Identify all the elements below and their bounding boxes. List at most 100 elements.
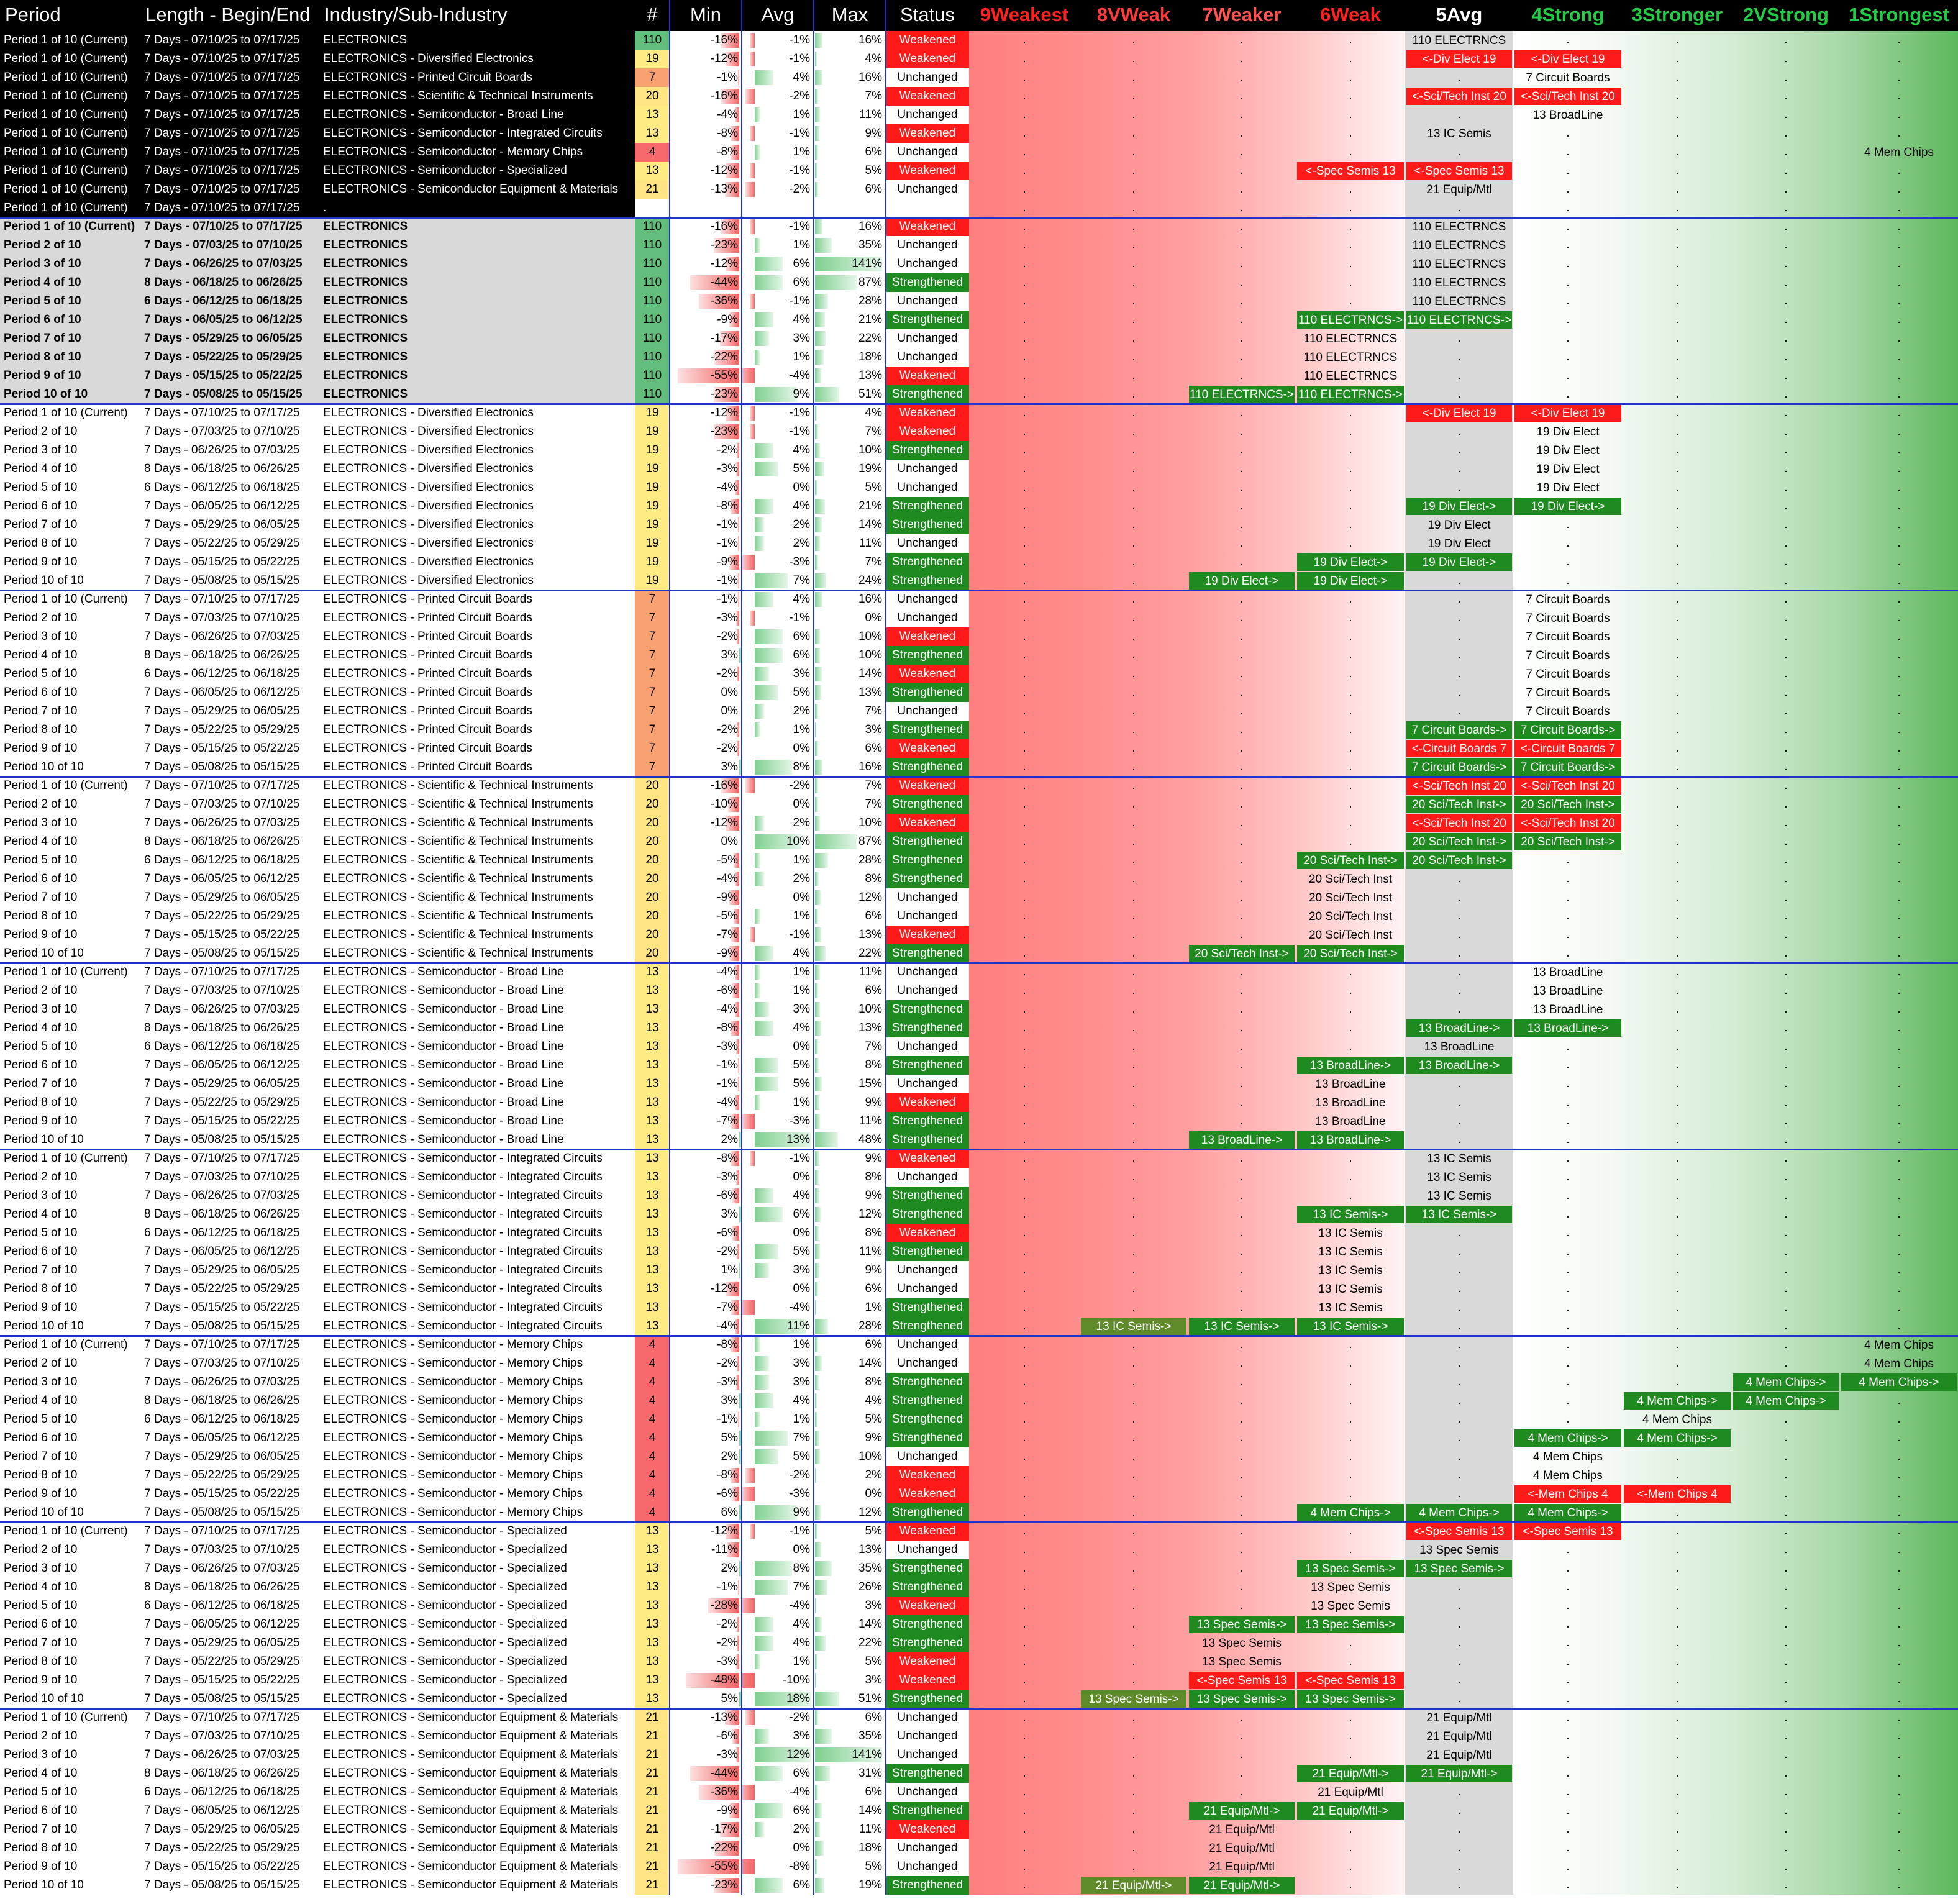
zone-cell: . [1188,1037,1296,1056]
min-data-bar [678,368,739,383]
cell-period: Period 1 of 10 (Current) [0,124,140,143]
avg-value: 0% [793,1841,810,1854]
column-header[interactable]: 1Strongest [1840,0,1958,31]
zone-cell: . [1623,832,1732,851]
cell-industry: ELECTRONICS - Semiconductor - Integrated… [319,1187,635,1205]
max-value: 11% [859,1245,882,1258]
zone-cell: . [1840,1746,1958,1764]
max-data-bar [815,1207,821,1222]
min-data-bar [728,797,739,812]
max-data-bar [815,182,818,197]
column-header[interactable]: Length - Begin/End [140,0,319,31]
cell-avg: 2% [742,534,814,553]
cell-industry: ELECTRONICS - Semiconductor Equipment & … [319,1727,635,1746]
min-data-bar [730,126,739,141]
cell-period: Period 2 of 10 [0,236,140,255]
zone-cell: . [969,1522,1080,1541]
cell-avg: 1% [742,1410,814,1429]
column-header[interactable]: # [635,0,670,31]
max-data-bar [815,853,829,868]
zone-cell: . [1732,516,1840,534]
rotation-label: 110 ELECTRNCS [1406,32,1512,49]
cell-avg: 1% [742,1093,814,1112]
avg-data-bar [755,704,765,719]
zone-cell: . [1732,646,1840,665]
cell-count: 19 [635,441,670,460]
cell-count: 13 [635,124,670,143]
cell-length: 6 Days - 06/12/25 to 06/18/25 [140,851,319,870]
status-badge: Unchanged [886,1261,969,1280]
cell-industry: ELECTRONICS [319,385,635,404]
zone-cell: . [1080,832,1188,851]
column-header[interactable]: Avg [742,0,814,31]
max-data-bar [815,1598,817,1613]
cell-length: 7 Days - 05/08/25 to 05/15/25 [140,944,319,963]
cell-avg: -1% [742,404,814,422]
cell-avg: 3% [742,329,814,348]
avg-value: 6% [793,276,810,289]
zone-cell: . [1623,1168,1732,1187]
avg-data-bar [755,1095,760,1110]
min-value: -1% [717,1077,738,1090]
column-header[interactable]: 4Strong [1513,0,1623,31]
column-header[interactable]: 2VStrong [1732,0,1840,31]
zone-cell: . [1188,292,1296,311]
cell-length: 6 Days - 06/12/25 to 06/18/25 [140,1224,319,1242]
column-header[interactable]: 3Stronger [1623,0,1732,31]
zone-cell: . [1405,31,1513,50]
status-badge: Weakened [886,739,969,758]
min-value: -9% [717,555,738,568]
zone-cell: . [1080,907,1188,926]
cell-avg: 11% [742,1317,814,1336]
cell-count: 19 [635,50,670,68]
zone-cell: . [1732,1485,1840,1503]
min-data-bar [726,52,739,66]
zone-cell: . [1513,1354,1623,1373]
rotation-label: 20 Sci/Tech Inst [1297,908,1404,925]
cell-avg: -1% [742,124,814,143]
zone-cell: . [1513,31,1623,50]
rotation-label: <-Div Elect 19 [1406,50,1512,68]
column-header[interactable]: 9Weakest [969,0,1080,31]
cell-max: 22% [814,1634,886,1652]
min-data-bar [735,611,739,626]
min-data-bar [735,1375,739,1390]
max-data-bar [815,872,819,886]
status-badge: Strengthened [886,1242,969,1261]
column-header[interactable]: 8VWeak [1080,0,1188,31]
zone-cell: . [969,87,1080,106]
column-header[interactable]: Period [0,0,140,31]
column-header[interactable]: 5Avg [1405,0,1513,31]
min-data-bar [730,1468,739,1483]
zone-cell: . [1296,534,1405,553]
zone-cell: . [1513,1690,1623,1708]
zone-cell: . [1840,1597,1958,1615]
cell-avg: 7% [742,1429,814,1447]
max-data-bar [815,1393,817,1408]
column-header[interactable]: Industry/Sub-Industry [319,0,635,31]
zone-cell: . [1405,646,1513,665]
column-header[interactable]: Max [814,0,886,31]
rotation-label: 13 IC Semis-> [1297,1318,1404,1335]
rotation-label: 7 Circuit Boards [1514,703,1621,720]
cell-length: 7 Days - 05/15/25 to 05/22/25 [140,1112,319,1131]
cell-period: Period 8 of 10 [0,534,140,553]
min-value: -8% [717,1152,738,1165]
min-data-bar [729,1803,739,1818]
zone-cell: . [1840,1392,1958,1410]
zone-cell: . [1513,683,1623,702]
column-header[interactable]: Min [670,0,742,31]
rotation-label: <-Spec Semis 13 [1297,1672,1404,1689]
zone-cell: . [1732,1336,1840,1354]
zone-cell: . [969,1131,1080,1149]
zone-cell: . [1732,534,1840,553]
min-value: -44% [711,276,738,289]
cell-avg: 3% [742,1354,814,1373]
column-header[interactable]: Status [886,0,969,31]
cell-period: Period 7 of 10 [0,1261,140,1280]
zone-cell: . [1840,236,1958,255]
cell-period: Period 1 of 10 (Current) [0,162,140,180]
zone-cell: . [1513,180,1623,199]
column-header[interactable]: 6Weak [1296,0,1405,31]
column-header[interactable]: 7Weaker [1188,0,1296,31]
